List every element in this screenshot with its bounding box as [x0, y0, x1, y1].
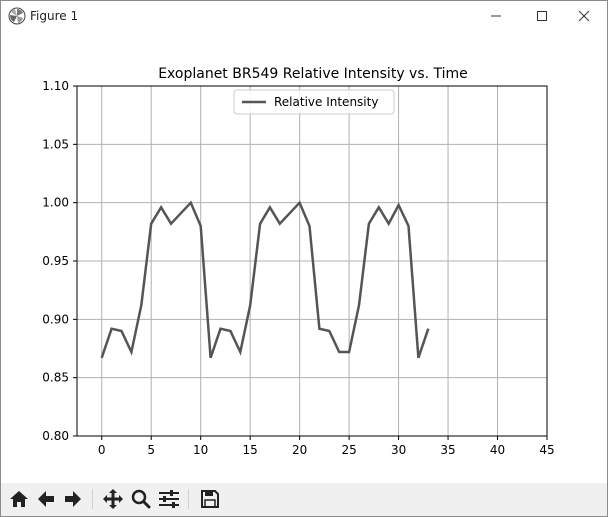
line-chart: Exoplanet BR549 Relative Intensity vs. T… — [42, 66, 554, 457]
x-tick-label: 40 — [490, 443, 505, 457]
x-tick-label: 35 — [440, 443, 455, 457]
data-point — [397, 204, 399, 206]
zoom-icon — [131, 489, 151, 509]
data-point — [130, 351, 132, 353]
data-point — [279, 222, 281, 224]
save-button[interactable] — [198, 487, 222, 511]
y-tick-label: 1.00 — [42, 196, 69, 210]
data-point — [101, 357, 103, 359]
data-point — [219, 327, 221, 329]
x-tick-label: 5 — [147, 443, 155, 457]
data-point — [170, 222, 172, 224]
axes-frame — [76, 85, 548, 437]
data-point — [318, 327, 320, 329]
data-point — [239, 351, 241, 353]
data-point — [417, 357, 419, 359]
zoom-button[interactable] — [129, 487, 153, 511]
data-point — [180, 212, 182, 214]
pan-icon — [103, 489, 123, 509]
x-tick-label: 45 — [539, 443, 554, 457]
close-button[interactable] — [561, 1, 607, 31]
y-tick-label: 0.95 — [42, 254, 69, 268]
data-point — [289, 212, 291, 214]
home-icon — [10, 491, 28, 507]
data-point — [269, 206, 271, 208]
y-tick-label: 0.80 — [42, 429, 69, 443]
y-tick-label: 0.90 — [42, 312, 69, 326]
data-point — [387, 222, 389, 224]
data-point — [209, 357, 211, 359]
x-tick-label: 0 — [98, 443, 106, 457]
maximize-icon — [537, 11, 547, 21]
close-icon — [578, 10, 590, 22]
data-point — [110, 327, 112, 329]
y-tick-label: 0.85 — [42, 371, 69, 385]
data-point — [140, 304, 142, 306]
x-tick-label: 20 — [292, 443, 307, 457]
legend-label: Relative Intensity — [274, 95, 378, 109]
data-point — [298, 201, 300, 203]
data-point — [358, 304, 360, 306]
x-tick-label: 30 — [391, 443, 406, 457]
toolbar-separator — [188, 489, 189, 509]
data-point — [338, 351, 340, 353]
data-point — [190, 201, 192, 203]
data-point — [160, 206, 162, 208]
pan-button[interactable] — [101, 487, 125, 511]
data-point — [407, 225, 409, 227]
x-tick-label: 15 — [243, 443, 258, 457]
data-point — [259, 222, 261, 224]
x-tick-label: 25 — [341, 443, 356, 457]
minimize-button[interactable] — [473, 1, 519, 31]
legend: Relative Intensity — [233, 89, 395, 115]
x-tick-label: 10 — [193, 443, 208, 457]
data-point — [328, 330, 330, 332]
data-point — [229, 330, 231, 332]
y-tick-label: 1.10 — [42, 79, 69, 93]
axis-ticks: 0 5 10 15 20 25 30 35 40 45 0.80 0.85 0.90 0.95 1.00 1.… — [42, 79, 554, 457]
minimize-icon — [491, 15, 501, 17]
home-button[interactable] — [7, 487, 31, 511]
y-tick-label: 1.05 — [42, 137, 69, 151]
data-point — [308, 225, 310, 227]
data-point — [120, 330, 122, 332]
data-point — [368, 222, 370, 224]
data-point — [150, 222, 152, 224]
toolbar-separator — [92, 489, 93, 509]
matplotlib-app-icon — [8, 7, 26, 25]
window-title: Figure 1 — [30, 9, 79, 23]
save-icon — [201, 490, 219, 508]
maximize-button[interactable] — [519, 1, 565, 31]
data-point — [249, 304, 251, 306]
data-series — [100, 200, 430, 359]
title-bar[interactable]: Figure 1 — [1, 1, 607, 31]
back-button[interactable] — [34, 487, 58, 511]
back-arrow-icon — [38, 491, 54, 507]
legend-box — [233, 89, 395, 115]
series-line — [100, 200, 430, 359]
figure-canvas[interactable]: Exoplanet BR549 Relative Intensity vs. T… — [1, 31, 607, 483]
navigation-toolbar — [1, 483, 607, 516]
data-point — [348, 351, 350, 353]
forward-button[interactable] — [61, 487, 85, 511]
forward-arrow-icon — [65, 491, 81, 507]
configure-subplots-icon — [159, 490, 179, 508]
data-point — [378, 206, 380, 208]
chart-title: Exoplanet BR549 Relative Intensity vs. T… — [158, 66, 468, 82]
data-point — [199, 225, 201, 227]
configure-subplots-button[interactable] — [157, 487, 181, 511]
data-point — [427, 327, 429, 329]
